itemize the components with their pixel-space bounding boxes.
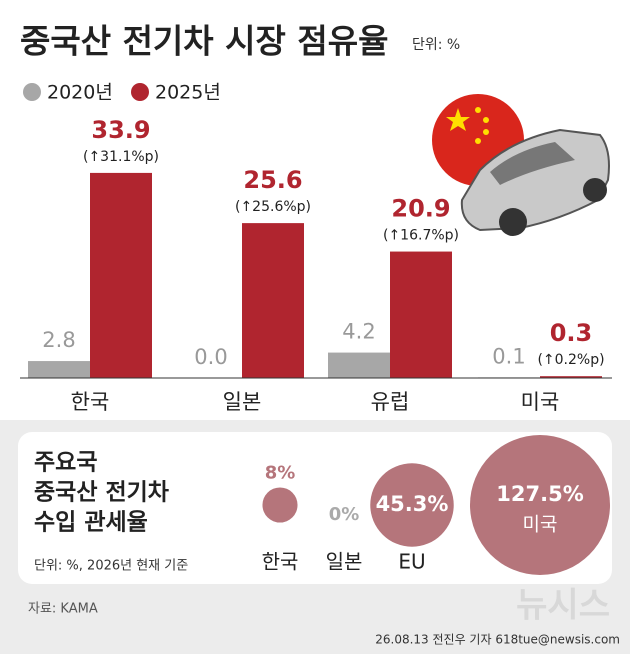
bar <box>540 376 602 378</box>
bar <box>242 223 304 378</box>
value-label: 2.8 <box>42 328 75 352</box>
legend-label: 2020년 <box>47 82 113 104</box>
change-label: (↑25.6%p) <box>235 199 311 215</box>
value-label: 33.9 <box>91 116 150 144</box>
x-tick-label: 일본 <box>223 390 262 414</box>
panel-title: 중국산 전기차 <box>34 480 169 506</box>
bubble <box>370 463 454 547</box>
value-label: 45.3% <box>376 492 449 516</box>
tariff-panel <box>18 432 612 584</box>
bar <box>28 361 90 378</box>
logo: 뉴시스 <box>516 586 610 626</box>
panel-title: 주요국 <box>34 450 97 476</box>
panel-subtitle: 단위: %, 2026년 현재 기준 <box>34 559 188 574</box>
value-label: 8% <box>265 462 296 483</box>
legend-marker <box>23 83 41 101</box>
source: 자료: KAMA <box>28 602 98 617</box>
bar <box>328 352 390 378</box>
value-label: 0.3 <box>550 319 593 347</box>
bubble <box>469 434 611 576</box>
change-label: (↑31.1%p) <box>83 149 159 165</box>
unit-label: 단위: % <box>412 37 460 53</box>
legend-marker <box>131 83 149 101</box>
change-label: (↑0.2%p) <box>537 352 604 368</box>
value-label: 0.1 <box>492 344 525 368</box>
category-label: 미국 <box>523 514 558 536</box>
chart-title: 중국산 전기차 시장 점유율 <box>20 22 388 61</box>
panel-title: 수입 관세율 <box>34 510 148 536</box>
category-label: EU <box>398 550 425 574</box>
value-label: 127.5% <box>496 482 583 506</box>
bubble <box>262 487 298 523</box>
bar <box>90 172 152 378</box>
change-label: (↑16.7%p) <box>383 228 459 244</box>
x-tick-label: 유럽 <box>371 390 410 414</box>
value-label: 25.6 <box>243 166 302 194</box>
category-label: 한국 <box>262 550 299 574</box>
credit: 26.08.13 전진우 기자 618tue@newsis.com <box>375 633 620 647</box>
car-icon <box>460 128 610 236</box>
legend-label: 2025년 <box>155 82 221 104</box>
x-tick-label: 한국 <box>71 390 110 414</box>
value-label: 0.0 <box>194 345 227 369</box>
value-label: 4.2 <box>342 320 375 344</box>
bar <box>390 251 452 378</box>
x-tick-label: 미국 <box>521 390 560 414</box>
value-label: 0% <box>329 504 360 525</box>
value-label: 20.9 <box>391 195 450 223</box>
category-label: 일본 <box>326 550 363 574</box>
